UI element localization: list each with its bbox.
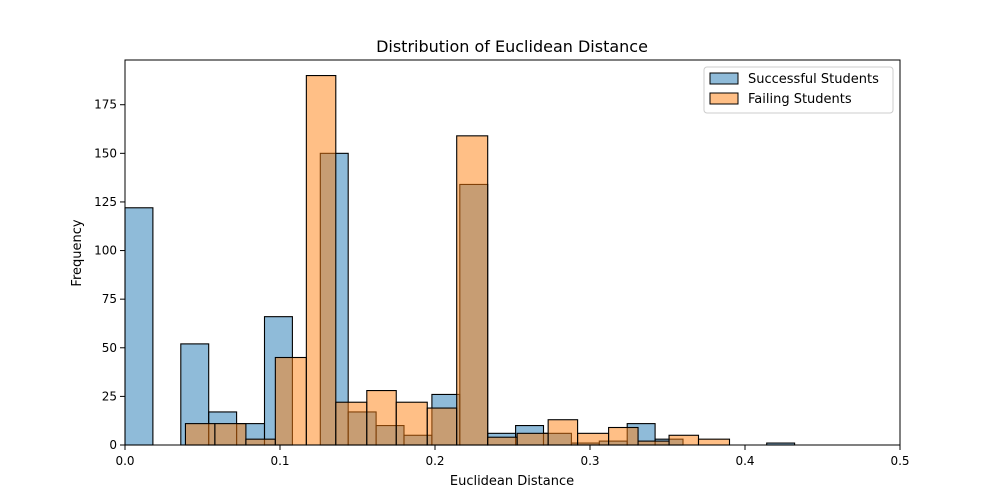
bars-layer: [124, 75, 796, 446]
chart-legend: Successful Students Failing Students: [703, 66, 894, 114]
x-axis-label: Euclidean Distance: [450, 474, 574, 489]
y-tick-label: 75: [102, 292, 117, 306]
x-tick-label: 0.0: [115, 454, 134, 468]
legend-box: [703, 66, 894, 114]
legend-swatch: [709, 72, 739, 85]
legend-label: Successful Students: [748, 72, 879, 87]
x-tick-label: 0.1: [270, 454, 289, 468]
histogram-bar: [305, 75, 337, 446]
y-tick-label: 25: [102, 389, 117, 403]
y-axis-ticks: 0 25 50 75 100 125 150 175: [94, 98, 125, 452]
y-tick-label: 125: [94, 195, 117, 209]
histogram-bar: [547, 419, 579, 446]
y-axis-label: Frequency: [70, 219, 85, 286]
y-tick-label: 50: [102, 341, 117, 355]
histogram-bar: [516, 432, 549, 446]
y-tick-label: 175: [94, 98, 117, 112]
chart-title: Distribution of Euclidean Distance: [376, 37, 648, 56]
plot-frame: [124, 59, 901, 446]
x-tick-label: 0.4: [735, 454, 754, 468]
y-tick-label: 0: [109, 438, 117, 452]
histogram-bar: [637, 440, 670, 446]
histogram-bar: [214, 423, 247, 446]
histogram-bar: [487, 436, 518, 446]
x-axis-ticks: 0.0 0.1 0.2 0.3 0.4 0.5: [115, 445, 910, 468]
histogram-bar: [426, 407, 458, 446]
histogram-bar: [335, 401, 368, 446]
x-tick-label: 0.2: [425, 454, 444, 468]
x-tick-label: 0.5: [890, 454, 909, 468]
histogram-bar: [608, 426, 639, 446]
histogram-bar: [245, 438, 276, 446]
x-tick-label: 0.3: [580, 454, 599, 468]
histogram-bar: [184, 423, 216, 446]
legend-label: Failing Students: [748, 92, 852, 107]
histogram-bar: [577, 432, 610, 446]
histogram-bar: [274, 356, 307, 446]
y-tick-label: 100: [94, 244, 117, 258]
histogram-bar: [668, 434, 700, 446]
y-tick-label: 150: [94, 146, 117, 160]
histogram-bar: [456, 135, 489, 446]
histogram-bar: [697, 438, 731, 446]
histogram-bar: [366, 390, 397, 446]
histogram-bar: [395, 401, 428, 446]
histogram-bar: [124, 207, 154, 446]
legend-swatch: [709, 92, 739, 105]
